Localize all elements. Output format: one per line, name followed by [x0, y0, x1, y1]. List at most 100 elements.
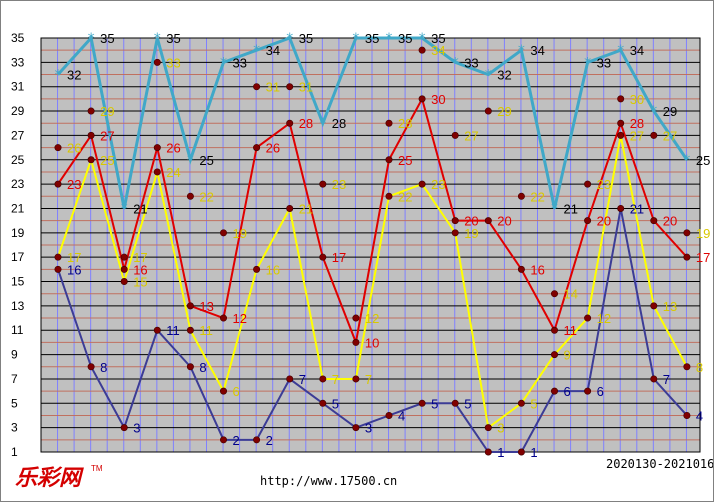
- y-tick-label: 21: [11, 201, 25, 215]
- extra-point-label: 26: [67, 141, 81, 156]
- y-tick-label: 19: [11, 226, 25, 240]
- series-4-label: 28: [332, 116, 346, 131]
- series-2-point: [418, 180, 426, 188]
- series-2-point: [352, 375, 360, 383]
- series-2-point: [186, 326, 194, 334]
- footer-url: http://www.17500.cn: [260, 474, 397, 488]
- series-1-label: 11: [166, 323, 180, 338]
- series-3-label: 23: [67, 177, 81, 192]
- series-3-label: 20: [464, 214, 478, 229]
- series-4-point: *: [154, 31, 161, 47]
- series-2-point: [120, 278, 128, 286]
- series-4-point: *: [452, 55, 459, 71]
- series-1-line: [57, 208, 688, 453]
- series-1-label: 3: [133, 421, 140, 436]
- series-3-label: 26: [166, 141, 180, 156]
- extra-point-label: 23: [332, 177, 346, 192]
- series-2-point: [153, 168, 161, 176]
- extra-point: [451, 131, 459, 139]
- y-tick-label: 13: [11, 299, 25, 313]
- extra-point: [385, 119, 393, 127]
- series-2-label: 25: [100, 153, 114, 168]
- extra-point: [319, 180, 327, 188]
- y-tick-label: 5: [11, 396, 18, 410]
- series-3-label: 26: [266, 141, 280, 156]
- series-2-point: [550, 351, 558, 359]
- series-2-label: 12: [597, 311, 611, 326]
- y-tick-label: 3: [11, 421, 18, 435]
- series-4-point: *: [419, 31, 426, 47]
- series-3-label: 27: [100, 128, 114, 143]
- series-1-point: [650, 375, 658, 383]
- series-3-point: [120, 265, 128, 273]
- series-1-label: 4: [696, 408, 703, 423]
- series-3-point: [617, 119, 625, 127]
- series-2-point: [54, 253, 62, 261]
- extra-point-label: 22: [199, 189, 213, 204]
- series-3-label: 28: [630, 116, 644, 131]
- brand-logo: 乐彩网: [15, 465, 84, 491]
- series-4-point: *: [551, 201, 558, 217]
- series-1-point: [584, 387, 592, 395]
- series-2-label: 17: [67, 250, 81, 265]
- y-tick-label: 1: [11, 445, 18, 459]
- extra-point-label: 29: [497, 104, 511, 119]
- series-3-label: 20: [663, 214, 677, 229]
- y-tick-label: 9: [11, 348, 18, 362]
- series-3-label: 13: [199, 299, 213, 314]
- series-4-point: *: [352, 31, 359, 47]
- extra-point: [220, 229, 228, 237]
- series-3-label: 20: [597, 214, 611, 229]
- extra-point-label: 29: [100, 104, 114, 119]
- series-4-label: 35: [431, 31, 445, 46]
- series-1-point: [550, 387, 558, 395]
- extra-point-label: 27: [663, 128, 677, 143]
- extra-point: [584, 180, 592, 188]
- series-2-point: [253, 265, 261, 273]
- series-4-point: *: [584, 55, 591, 71]
- extra-point-label: 30: [630, 92, 644, 107]
- series-1-point: [120, 424, 128, 432]
- series-3-point: [54, 180, 62, 188]
- series-4-label: 32: [497, 68, 511, 83]
- extra-point: [286, 83, 294, 91]
- series-4-label: 25: [199, 153, 213, 168]
- series-2-point: [617, 131, 625, 139]
- series-2-point: [286, 204, 294, 212]
- series-2-label: 9: [564, 348, 571, 363]
- series-1-label: 5: [431, 396, 438, 411]
- series-1-point: [186, 363, 194, 371]
- series-2-label: 7: [365, 372, 372, 387]
- series-4-label: 21: [564, 201, 578, 216]
- extra-point-label: 12: [365, 311, 379, 326]
- extra-point: [550, 290, 558, 298]
- series-2-point: [484, 424, 492, 432]
- series-2-label: 23: [431, 177, 445, 192]
- series-4-line: [56, 34, 689, 209]
- extra-point: [87, 107, 95, 115]
- extra-point: [617, 95, 625, 103]
- extra-point-label: 17: [133, 250, 147, 265]
- extra-point-label: 31: [266, 80, 280, 95]
- series-4-label: 33: [597, 55, 611, 70]
- series-3-point: [352, 338, 360, 346]
- series-2-point: [584, 314, 592, 322]
- series-1-label: 2: [233, 433, 240, 448]
- series-1-label: 5: [464, 396, 471, 411]
- series-3-point: [319, 253, 327, 261]
- series-3-point: [87, 131, 95, 139]
- series-3-label: 10: [365, 335, 379, 350]
- extra-point: [120, 253, 128, 261]
- series-1-label: 4: [398, 408, 405, 423]
- series-4-point: *: [319, 116, 326, 132]
- series-3-point: [484, 217, 492, 225]
- series-4-label: 32: [67, 68, 81, 83]
- series-2-label: 5: [530, 396, 537, 411]
- series-2-point: [319, 375, 327, 383]
- footer-date-range: 2020130-2021016: [606, 457, 713, 471]
- series-4-label: 34: [266, 43, 280, 58]
- series-layer: * * * * * * * * * * * * * * * * * * * *: [54, 31, 690, 456]
- series-4-point: *: [683, 153, 690, 169]
- extra-point: [253, 83, 261, 91]
- series-1-point: [87, 363, 95, 371]
